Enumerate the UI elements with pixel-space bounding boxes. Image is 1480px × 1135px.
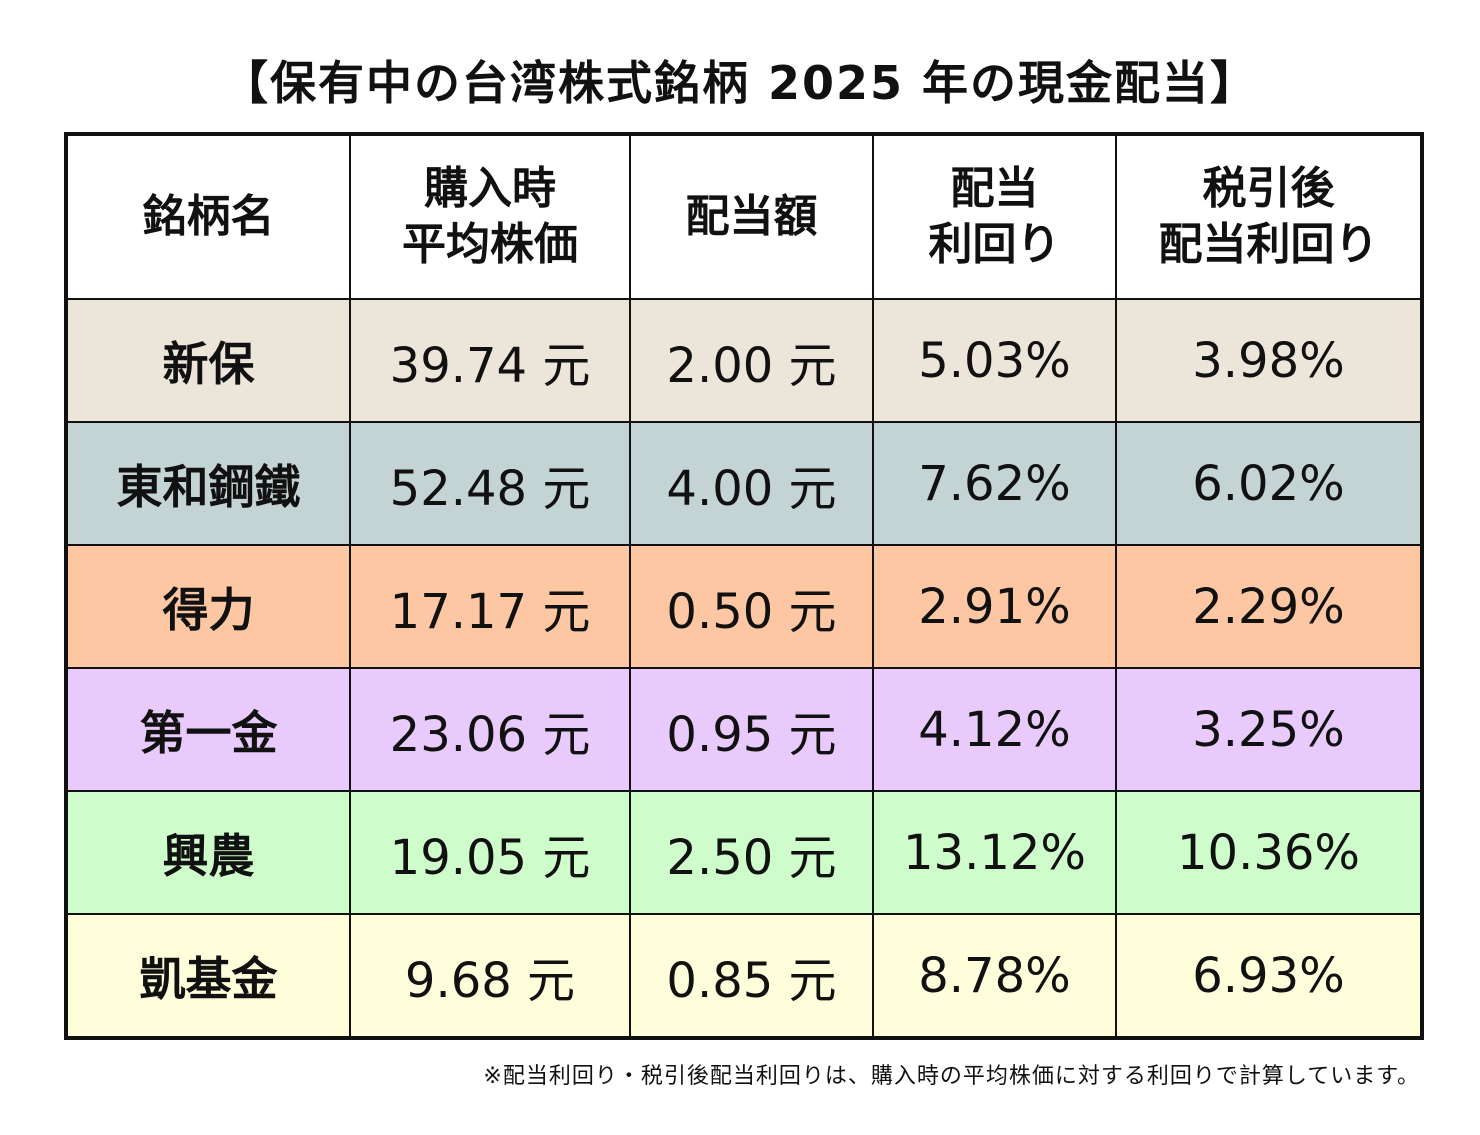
yield-cell: 7.62% (872, 421, 1117, 546)
avg-price-cell: 9.68 元 (349, 913, 631, 1039)
after-tax-yield-cell: 3.25% (1115, 667, 1423, 792)
yield-cell: 8.78% (872, 913, 1117, 1039)
header-avg-price: 購入時 平均株価 (349, 133, 631, 300)
yield-cell: 5.03% (872, 298, 1117, 423)
table-row: 新保 39.74 元 2.00 元 5.03% 3.98% (65, 298, 1423, 423)
after-tax-yield-cell: 6.93% (1115, 913, 1423, 1039)
table-row: 東和鋼鐵 52.48 元 4.00 元 7.62% 6.02% (65, 421, 1423, 546)
header-line: 配当 (950, 163, 1039, 214)
header-line: 購入時 (424, 163, 556, 214)
table-row: 第一金 23.06 元 0.95 元 4.12% 3.25% (65, 667, 1423, 792)
dividend-cell: 2.50 元 (629, 790, 874, 915)
stock-name-cell: 東和鋼鐵 (65, 421, 351, 546)
header-stock-name: 銘柄名 (65, 133, 351, 300)
header-line: 配当額 (685, 191, 818, 242)
yield-cell: 13.12% (872, 790, 1117, 915)
header-dividend: 配当額 (629, 133, 874, 300)
table-row: 凱基金 9.68 元 0.85 元 8.78% 6.93% (65, 913, 1423, 1039)
dividend-cell: 0.95 元 (629, 667, 874, 792)
header-line: 利回り (928, 219, 1061, 270)
stock-name-cell: 凱基金 (65, 913, 351, 1039)
stock-name-cell: 第一金 (65, 667, 351, 792)
dividend-table: 銘柄名 購入時 平均株価 配当額 配当 利回り 税引後 配当利回り 新保 39.… (64, 132, 1424, 1040)
after-tax-yield-cell: 6.02% (1115, 421, 1423, 546)
after-tax-yield-cell: 10.36% (1115, 790, 1423, 915)
stock-name-cell: 得力 (65, 544, 351, 669)
yield-cell: 4.12% (872, 667, 1117, 792)
stock-name-cell: 新保 (65, 298, 351, 423)
header-after-tax-yield: 税引後 配当利回り (1115, 133, 1423, 300)
header-yield: 配当 利回り (872, 133, 1117, 300)
header-line: 銘柄名 (142, 191, 275, 242)
avg-price-cell: 39.74 元 (349, 298, 631, 423)
table-row: 興農 19.05 元 2.50 元 13.12% 10.36% (65, 790, 1423, 915)
header-line: 平均株価 (402, 219, 578, 270)
header-line: 税引後 (1202, 163, 1335, 214)
header-line: 配当利回り (1158, 219, 1379, 270)
avg-price-cell: 19.05 元 (349, 790, 631, 915)
yield-cell: 2.91% (872, 544, 1117, 669)
dividend-cell: 4.00 元 (629, 421, 874, 546)
dividend-cell: 0.50 元 (629, 544, 874, 669)
after-tax-yield-cell: 3.98% (1115, 298, 1423, 423)
avg-price-cell: 52.48 元 (349, 421, 631, 546)
after-tax-yield-cell: 2.29% (1115, 544, 1423, 669)
dividend-cell: 0.85 元 (629, 913, 874, 1039)
footnote: ※配当利回り・税引後配当利回りは、購入時の平均株価に対する利回りで計算しています… (483, 1064, 1420, 1089)
header-row: 銘柄名 購入時 平均株価 配当額 配当 利回り 税引後 配当利回り (65, 133, 1423, 300)
dividend-cell: 2.00 元 (629, 298, 874, 423)
avg-price-cell: 17.17 元 (349, 544, 631, 669)
avg-price-cell: 23.06 元 (349, 667, 631, 792)
stock-name-cell: 興農 (65, 790, 351, 915)
table-row: 得力 17.17 元 0.50 元 2.91% 2.29% (65, 544, 1423, 669)
page-title: 【保有中の台湾株式銘柄 2025 年の現金配当】 (221, 56, 1259, 110)
